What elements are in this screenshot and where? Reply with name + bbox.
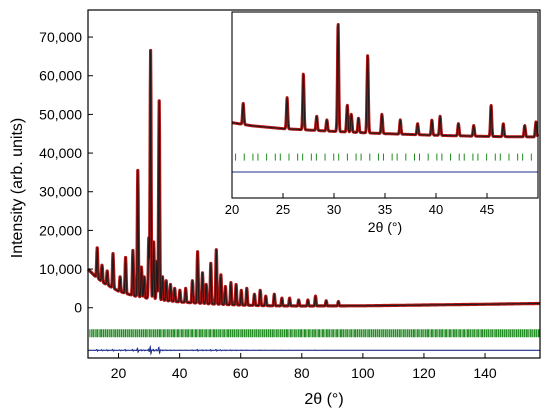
x-axis-tick-label: 30: [327, 202, 341, 217]
main-plot-frame: [87, 9, 541, 359]
x-axis-tick-label: 20: [225, 202, 239, 217]
x-axis-tick-label: 40: [429, 202, 443, 217]
y-axis-tick-label: 40,000: [39, 145, 82, 161]
x-axis-tick-label: 140: [473, 365, 497, 381]
y-axis-tick-label: 60,000: [39, 68, 82, 84]
x-axis-tick-label: 80: [294, 365, 310, 381]
bragg-reflection-markers: [89, 329, 540, 338]
y-axis-tick-label: 30,000: [39, 184, 82, 200]
x-axis-tick-label: 20: [111, 365, 127, 381]
inset-x-axis-title: 2θ (°): [368, 219, 402, 235]
bragg-reflection-markers: [235, 153, 532, 161]
inset-plot-frame: [231, 11, 539, 199]
y-axis-tick-label: 70,000: [39, 29, 82, 45]
y-axis-tick-label: 10,000: [39, 261, 82, 277]
y-axis-tick-label: 50,000: [39, 106, 82, 122]
x-axis-tick-label: 60: [233, 365, 249, 381]
x-axis-tick-label: 35: [378, 202, 392, 217]
x-axis-tick-label: 25: [276, 202, 290, 217]
x-axis-tick-label: 40: [172, 365, 188, 381]
x-axis-title: 2θ (°): [304, 391, 343, 408]
calculated-profile-line: [87, 50, 541, 307]
y-axis-title: Intensity (arb. units): [9, 118, 26, 259]
y-axis-tick-label: 20,000: [39, 222, 82, 238]
inset-background: [232, 12, 538, 198]
x-axis-tick-label: 100: [351, 365, 375, 381]
x-axis-tick-label: 120: [412, 365, 436, 381]
difference-curve-line: [88, 345, 540, 356]
main-plot-panel: 20 40 60 80 100 120 140 0 10,000 20,000 30,000 40,…: [39, 9, 542, 381]
calculated-profile-line: [231, 24, 539, 138]
y-axis-tick-label: 0: [74, 300, 82, 316]
x-axis-tick-label: 45: [480, 202, 494, 217]
inset-plot-panel: 20 25 30 35 40 45: [225, 11, 540, 217]
